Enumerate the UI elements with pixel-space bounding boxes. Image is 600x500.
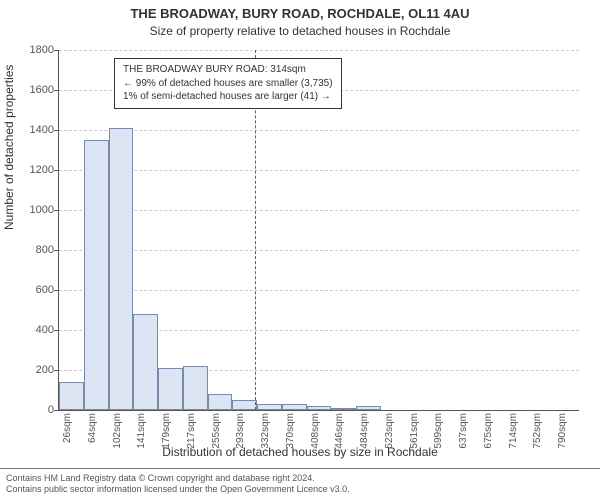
y-tick-label: 1200 xyxy=(4,164,54,176)
chart-subtitle: Size of property relative to detached ho… xyxy=(0,24,600,38)
y-tick-mark xyxy=(54,250,58,251)
gridline-h xyxy=(59,250,579,251)
y-tick-mark xyxy=(54,130,58,131)
plot-area: THE BROADWAY BURY ROAD: 314sqm← 99% of d… xyxy=(58,50,579,411)
histogram-bar xyxy=(84,140,109,410)
footer-line-1: Contains HM Land Registry data © Crown c… xyxy=(6,473,594,485)
footer-line-2: Contains public sector information licen… xyxy=(6,484,594,496)
y-tick-mark xyxy=(54,370,58,371)
annotation-line-1: THE BROADWAY BURY ROAD: 314sqm xyxy=(123,63,333,77)
y-tick-mark xyxy=(54,50,58,51)
annotation-line-2: ← 99% of detached houses are smaller (3,… xyxy=(123,77,333,91)
histogram-bar xyxy=(133,314,158,410)
histogram-bar xyxy=(109,128,134,410)
chart-title: THE BROADWAY, BURY ROAD, ROCHDALE, OL11 … xyxy=(0,6,600,21)
y-tick-label: 1400 xyxy=(4,124,54,136)
y-tick-label: 0 xyxy=(4,404,54,416)
y-tick-mark xyxy=(54,210,58,211)
histogram-bar xyxy=(331,408,356,410)
page: THE BROADWAY, BURY ROAD, ROCHDALE, OL11 … xyxy=(0,0,600,500)
gridline-h xyxy=(59,210,579,211)
y-tick-label: 800 xyxy=(4,244,54,256)
gridline-h xyxy=(59,50,579,51)
histogram-bar xyxy=(183,366,208,410)
histogram-bar xyxy=(282,404,307,410)
annotation-box: THE BROADWAY BURY ROAD: 314sqm← 99% of d… xyxy=(114,58,342,109)
histogram-bar xyxy=(307,406,332,410)
histogram-bar xyxy=(59,382,84,410)
gridline-h xyxy=(59,290,579,291)
x-axis-title: Distribution of detached houses by size … xyxy=(0,445,600,459)
y-tick-label: 400 xyxy=(4,324,54,336)
y-tick-label: 200 xyxy=(4,364,54,376)
histogram-bar xyxy=(257,404,282,410)
y-tick-label: 1600 xyxy=(4,84,54,96)
y-tick-label: 600 xyxy=(4,284,54,296)
histogram-bar xyxy=(208,394,233,410)
histogram-bar xyxy=(232,400,257,410)
y-tick-mark xyxy=(54,290,58,291)
y-tick-label: 1000 xyxy=(4,204,54,216)
y-tick-label: 1800 xyxy=(4,44,54,56)
gridline-h xyxy=(59,130,579,131)
histogram-bar xyxy=(158,368,183,410)
annotation-line-3: 1% of semi-detached houses are larger (4… xyxy=(123,90,333,104)
y-tick-mark xyxy=(54,170,58,171)
y-tick-mark xyxy=(54,90,58,91)
gridline-h xyxy=(59,170,579,171)
y-tick-mark xyxy=(54,410,58,411)
y-tick-mark xyxy=(54,330,58,331)
histogram-bar xyxy=(356,406,381,410)
footer: Contains HM Land Registry data © Crown c… xyxy=(0,468,600,500)
